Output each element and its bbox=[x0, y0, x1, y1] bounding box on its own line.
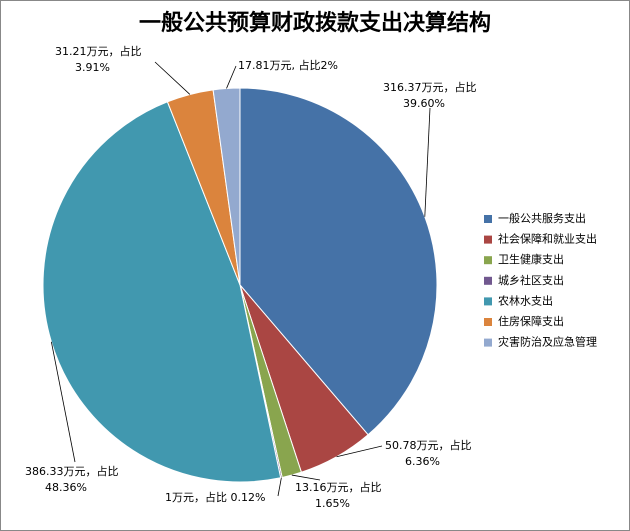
leader-line bbox=[336, 445, 383, 458]
data-label: 1万元，占比 0.12% bbox=[165, 490, 265, 504]
legend-label: 一般公共服务支出 bbox=[498, 211, 586, 225]
legend-label: 农林水支出 bbox=[498, 293, 553, 307]
pie-slice bbox=[42, 101, 282, 483]
data-label: 1.65% bbox=[315, 497, 350, 510]
data-label: 48.36% bbox=[45, 481, 87, 494]
chart-title: 一般公共预算财政拨款支出决算结构 bbox=[139, 10, 491, 36]
leader-line bbox=[424, 107, 431, 217]
leader-line bbox=[291, 474, 321, 481]
leader-line bbox=[154, 61, 191, 95]
legend-swatch bbox=[484, 256, 492, 265]
data-label: 6.36% bbox=[405, 455, 440, 468]
data-label: 17.81万元, 占比2% bbox=[238, 58, 338, 72]
legend-label: 灾害防治及应急管理 bbox=[498, 335, 597, 349]
data-label: 31.21万元，占比 bbox=[55, 44, 142, 58]
leader-line bbox=[226, 65, 237, 89]
legend-label: 卫生健康支出 bbox=[498, 252, 564, 266]
legend-swatch bbox=[484, 276, 492, 285]
legend-swatch bbox=[484, 235, 492, 244]
legend-swatch bbox=[484, 215, 492, 223]
legend-swatch bbox=[484, 318, 492, 326]
data-label: 39.60% bbox=[403, 97, 445, 110]
data-label: 316.37万元，占比 bbox=[383, 80, 477, 94]
legend-label: 城乡社区支出 bbox=[498, 273, 564, 287]
data-label: 13.16万元，占比 bbox=[295, 480, 382, 494]
legend-label: 社会保障和就业支出 bbox=[498, 232, 597, 246]
leader-line bbox=[50, 341, 76, 463]
leader-line bbox=[277, 477, 282, 497]
data-label: 3.91% bbox=[75, 61, 110, 74]
legend-swatch bbox=[484, 338, 492, 347]
legend-label: 住房保障支出 bbox=[498, 314, 564, 328]
pie-slice bbox=[239, 87, 438, 436]
legend-swatch bbox=[484, 297, 492, 306]
data-label: 386.33万元，占比 bbox=[25, 464, 119, 478]
pie-slice bbox=[212, 87, 241, 286]
data-label: 50.78万元，占比 bbox=[385, 438, 472, 452]
